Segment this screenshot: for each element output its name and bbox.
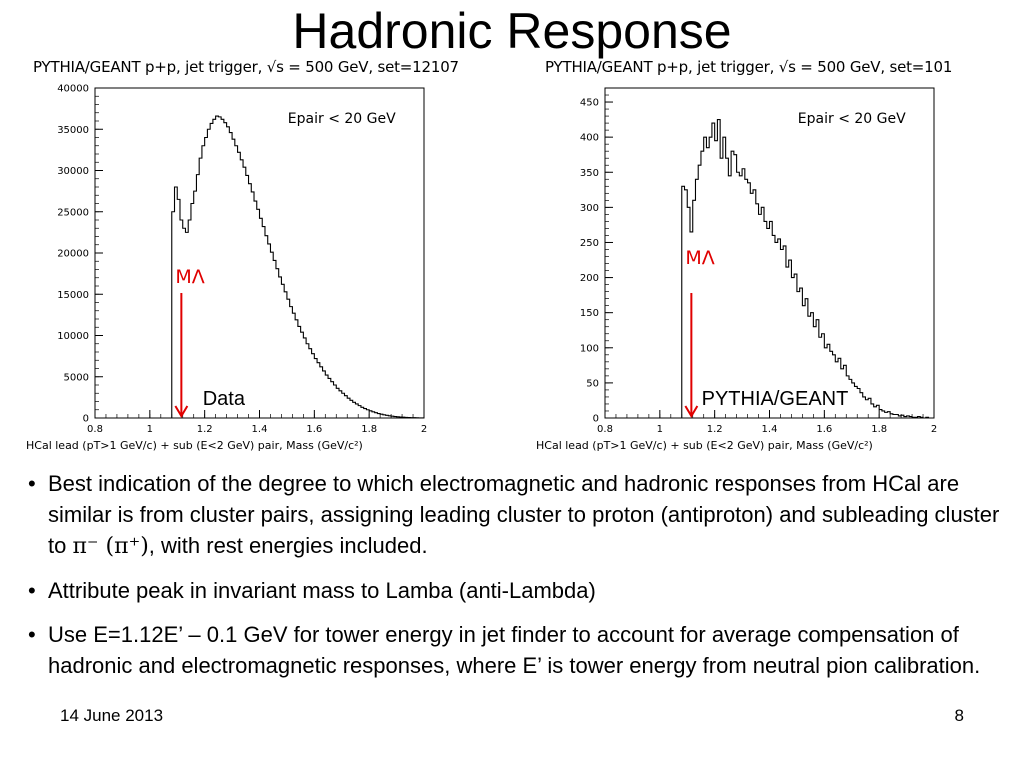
x-tick-label: 1.4 [762, 424, 778, 435]
x-tick-label: 0.8 [597, 424, 613, 435]
plot-label: PYTHIA/GEANT [702, 388, 849, 410]
y-tick-label: 20000 [57, 249, 89, 260]
bullet-dot: • [28, 622, 36, 647]
histogram-pythia-geant: 0 50 100 150 200 250 300 350 400 450 0.8 1 1.2 1.4 1.6… [530, 82, 1000, 457]
x-tick-label: 1.6 [306, 424, 322, 435]
y-tick-label: 30000 [57, 166, 89, 177]
pion-symbol: π⁻ (π⁺) [72, 534, 149, 559]
plot-header-sim: PYTHIA/GEANT p+p, jet trigger, √s = 500 … [545, 58, 953, 76]
x-axis-label: HCal lead (pT>1 GeV/c) + sub (E<2 GeV) p… [536, 439, 873, 452]
y-tick-label: 400 [580, 133, 599, 144]
x-tick-label: 1.2 [197, 424, 213, 435]
x-tick-label: 2 [421, 424, 427, 435]
chart-svg: 0 50 100 150 200 250 300 350 400 450 0.8 1 1.2 1.4 1.6… [536, 87, 937, 452]
x-tick-label: 1 [147, 424, 153, 435]
cut-label: Epair < 20 GeV [288, 111, 396, 127]
x-tick-label: 1.6 [816, 424, 832, 435]
x-tick-label: 2 [931, 424, 937, 435]
lambda-arrowhead [684, 405, 699, 418]
y-tick-label: 15000 [57, 290, 89, 301]
y-tick-label: 0 [593, 414, 599, 425]
plot-frame [604, 87, 935, 419]
y-tick-label: 450 [580, 98, 599, 109]
y-tick-label: 40000 [57, 84, 89, 95]
lambda-mass-label: MΛ [685, 247, 714, 269]
bullet-dot: • [28, 578, 36, 603]
page-number: 8 [954, 706, 964, 725]
y-tick-label: 0 [83, 414, 89, 425]
bullet-dot: • [28, 471, 36, 496]
plot-frame [94, 87, 425, 419]
y-tick-label: 300 [580, 203, 599, 214]
bullet-item: • Best indication of the degree to which … [28, 468, 1008, 562]
y-tick-label: 150 [580, 308, 599, 319]
x-axis-label: HCal lead (pT>1 GeV/c) + sub (E<2 GeV) p… [26, 439, 363, 452]
plot-header-data: PYTHIA/GEANT p+p, jet trigger, √s = 500 … [33, 58, 459, 76]
x-tick-label: 1 [657, 424, 663, 435]
histogram-line [171, 115, 425, 419]
plot-label: Data [203, 388, 246, 410]
y-tick-label: 50 [586, 378, 599, 389]
x-tick-label: 1.8 [361, 424, 377, 435]
cut-label: Epair < 20 GeV [798, 111, 906, 127]
y-tick-label: 250 [580, 238, 599, 249]
y-tick-label: 350 [580, 168, 599, 179]
y-tick-label: 100 [580, 343, 599, 354]
y-tick-label: 10000 [57, 331, 89, 342]
x-tick-label: 1.2 [707, 424, 723, 435]
bullet-list: • Best indication of the degree to which … [28, 468, 1008, 694]
y-tick-label: 5000 [64, 372, 89, 383]
x-tick-label: 1.4 [252, 424, 268, 435]
y-tick-label: 35000 [57, 125, 89, 136]
y-tick-label: 25000 [57, 207, 89, 218]
footer-date: 14 June 2013 [60, 706, 164, 725]
chart-svg: 0 5000 10000 15000 20000 25000 30000 35000 40000… [26, 84, 427, 453]
histogram-line [681, 119, 934, 419]
histogram-data: 0 5000 10000 15000 20000 25000 30000 35000 40000… [20, 82, 490, 457]
bullet-item: • Attribute peak in invariant mass to Lam… [28, 575, 1008, 606]
lambda-arrowhead [174, 405, 189, 418]
lambda-mass-label: MΛ [175, 266, 204, 288]
y-tick-label: 200 [580, 273, 599, 284]
bullet-item: • Use E=1.12E’ – 0.1 GeV for tower energy… [28, 619, 1008, 681]
x-tick-label: 0.8 [87, 424, 103, 435]
slide-title: Hadronic Response [292, 3, 732, 59]
x-tick-label: 1.8 [871, 424, 887, 435]
